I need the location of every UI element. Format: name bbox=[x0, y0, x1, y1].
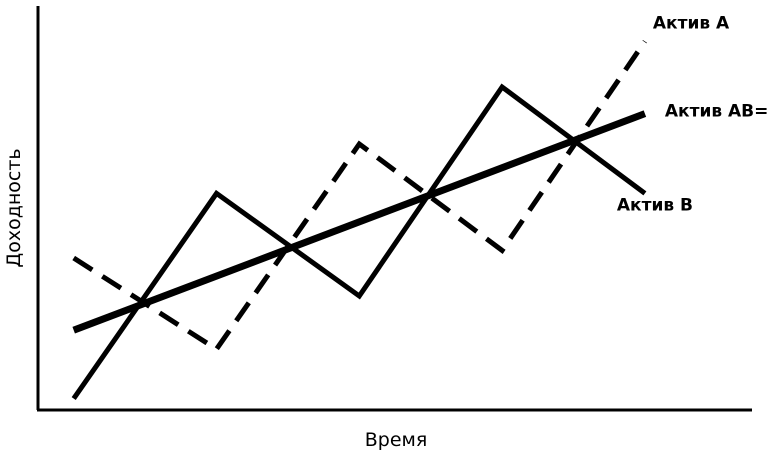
series-line-aktiv-b bbox=[71, 83, 647, 401]
series-label-aktiv-a: Актив A bbox=[653, 13, 730, 33]
series-line-aktiv-a bbox=[72, 39, 647, 353]
series-label-aktiv-ab: Актив AB= bbox=[665, 102, 769, 122]
y-axis-title: Доходность bbox=[3, 148, 25, 267]
series-label-layer: Актив A Актив B Актив AB= bbox=[617, 13, 769, 215]
x-axis-title: Время bbox=[365, 429, 428, 451]
series-label-aktiv-b: Актив B bbox=[617, 195, 693, 215]
series-line-aktiv-ab bbox=[72, 110, 647, 334]
series-layer bbox=[71, 39, 647, 401]
